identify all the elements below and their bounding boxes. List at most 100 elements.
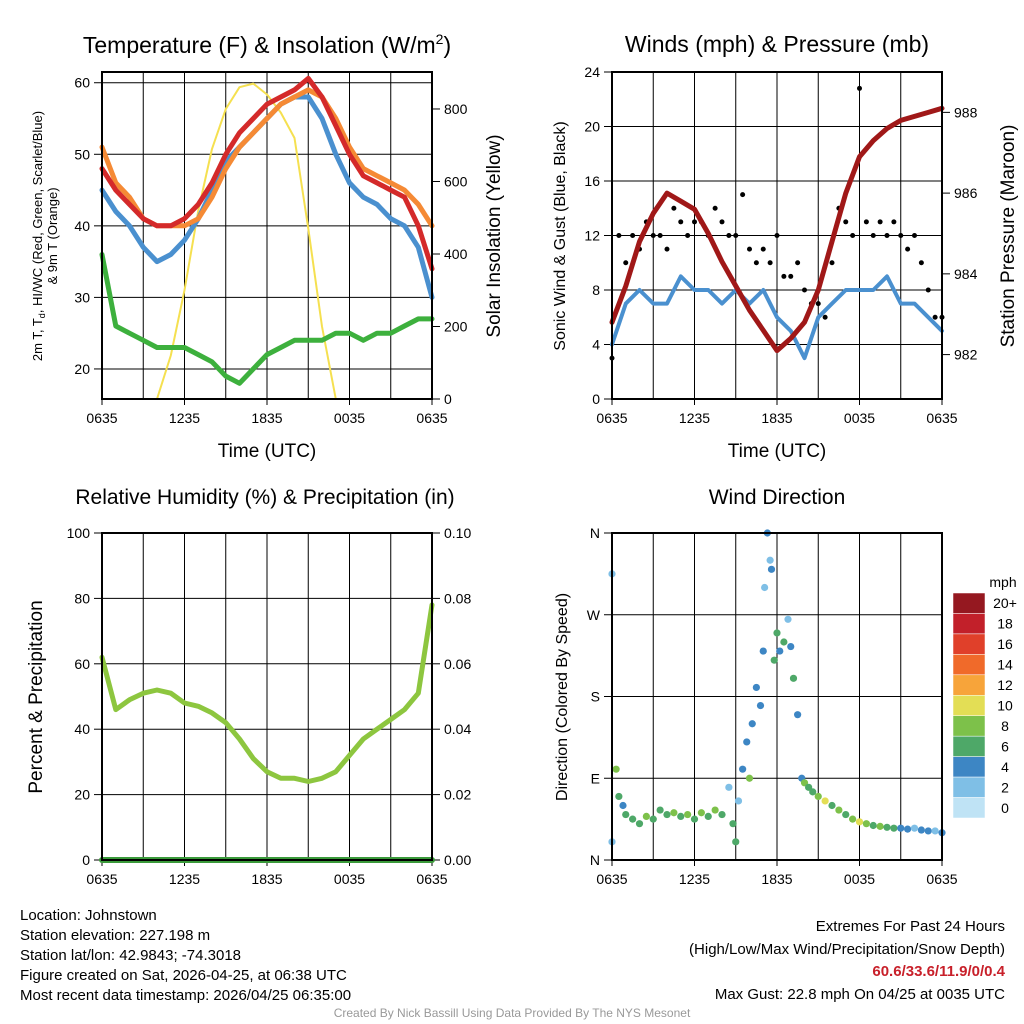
wind-direction-point [615, 792, 623, 801]
gust-point [657, 233, 663, 238]
wind-direction-point [924, 827, 932, 835]
colorbar-box [952, 633, 986, 655]
y-tick-label: 20 [74, 787, 90, 803]
y-right-tick-label: 986 [954, 185, 978, 201]
wind-direction-point [770, 656, 778, 664]
wind-direction-point [766, 556, 774, 564]
y-tick-label: 0 [592, 391, 600, 407]
y-tick-label: N [590, 525, 600, 541]
y-right-tick-label: 800 [444, 101, 468, 117]
chart-title: Wind Direction [709, 486, 846, 509]
wind-direction-point [828, 801, 836, 810]
y-right-tick-label: 400 [444, 246, 468, 262]
gust-point [740, 192, 746, 198]
x-tick-label: 0635 [926, 410, 957, 426]
wind-direction-point [787, 642, 795, 651]
wind-direction-point [876, 822, 884, 830]
gust-point [891, 219, 897, 225]
pressure-line [609, 105, 945, 354]
colorbar-label: 6 [1001, 738, 1009, 754]
y-axis-label-line2: & 9m T (Orange) [45, 187, 60, 284]
x-tick-label: 1235 [169, 410, 200, 426]
y-right-axis-label: Solar Insolation (Yellow) [484, 134, 505, 337]
y-axis-label: Direction (Colored By Speed) [554, 593, 571, 801]
chart-title: Relative Humidity (%) & Precipitation (i… [75, 486, 454, 509]
wind-direction-point [739, 765, 747, 773]
extremes-title: Extremes For Past 24 Hours [815, 918, 1005, 935]
plot-frame [611, 532, 943, 861]
gust-point [760, 246, 766, 252]
wind-direction-point [917, 826, 925, 834]
gust-point [905, 246, 911, 252]
created-text: Figure created on Sat, 2026-04-25, at 06… [20, 967, 347, 984]
wind-direction-point [814, 792, 822, 801]
latlon-text: Station lat/lon: 42.9843; -74.3018 [20, 947, 242, 964]
gust-point [781, 273, 787, 279]
max-gust-text: Max Gust: 22.8 mph On 04/25 at 0035 UTC [714, 985, 1005, 1003]
gust-point [788, 273, 794, 279]
x-tick-label: 0035 [844, 410, 875, 426]
wind-direction-point [784, 615, 792, 623]
plot-frame [611, 71, 943, 400]
x-tick-label: 0035 [844, 871, 875, 887]
wind-direction-point [704, 812, 712, 821]
colorbar-box [952, 695, 986, 716]
y-tick-label: W [587, 607, 601, 623]
y-tick-label: 24 [584, 64, 600, 80]
gust-point [863, 219, 869, 225]
wind-direction-point [734, 797, 743, 805]
extremes-values: 60.6/33.6/11.9/0/0.4 [872, 963, 1005, 980]
wind-direction-point [649, 815, 657, 823]
chart-title: Temperature (F) & Insolation (W/m2) [83, 31, 451, 58]
y-right-tick-label: 984 [954, 266, 978, 282]
wind-direction-point [743, 738, 751, 746]
wind-direction-point [718, 810, 726, 819]
colorbar-box [952, 797, 986, 819]
wind-direction-point [677, 812, 685, 821]
y-tick-label: S [591, 689, 600, 705]
gust-point [877, 219, 883, 225]
gust-point [685, 233, 691, 238]
y-right-tick-label: 982 [954, 347, 978, 363]
x-tick-label: 0635 [596, 410, 627, 426]
gust-point [630, 233, 636, 238]
gust-point [678, 219, 684, 225]
colorbar-box [952, 715, 986, 737]
colorbar-label: 14 [997, 657, 1013, 673]
wind-direction-point [711, 806, 719, 814]
gust-point [616, 233, 622, 238]
wind-direction-point [809, 788, 817, 796]
wind-direction-point [883, 823, 891, 831]
wind-direction-point [697, 809, 705, 817]
x-tick-label: 1835 [251, 410, 282, 426]
y-tick-label: 16 [584, 173, 600, 189]
y-right-tick-label: 0 [444, 391, 452, 407]
y-tick-label: 8 [592, 282, 600, 298]
wind-direction-point [862, 820, 870, 828]
y-tick-label: 80 [74, 590, 90, 606]
wind-direction-point [725, 783, 733, 791]
y-right-tick-label: 0.08 [444, 590, 471, 606]
gust-point [719, 219, 725, 225]
wind-direction-point [629, 815, 637, 823]
gust-point [712, 205, 718, 211]
series-dew-line [99, 252, 435, 386]
wind-direction-point [759, 647, 767, 655]
colorbar-label: 2 [1001, 779, 1009, 795]
elevation-text: Station elevation: 227.198 m [20, 927, 211, 944]
recent-data-text: Most recent data timestamp: 2026/04/25 0… [20, 987, 352, 1004]
y-tick-label: 4 [592, 337, 600, 353]
wind-direction-point [761, 583, 769, 592]
wind-direction-point [619, 801, 627, 810]
wind-direction-point [635, 820, 644, 828]
gust-point [925, 287, 931, 293]
gust-point [829, 260, 835, 266]
y-right-tick-label: 0.06 [444, 656, 471, 672]
gust-point [733, 233, 739, 238]
y-tick-label: 12 [584, 228, 600, 244]
wind-direction-point [931, 827, 939, 835]
station-info: Location: Johnstown Station elevation: 2… [20, 906, 351, 1006]
y-axis-label: 2m T, Td, HI/WC (Red, Green, Scarlet/Blu… [30, 111, 47, 361]
gust-point [623, 260, 629, 266]
wind-direction-point [756, 701, 765, 710]
